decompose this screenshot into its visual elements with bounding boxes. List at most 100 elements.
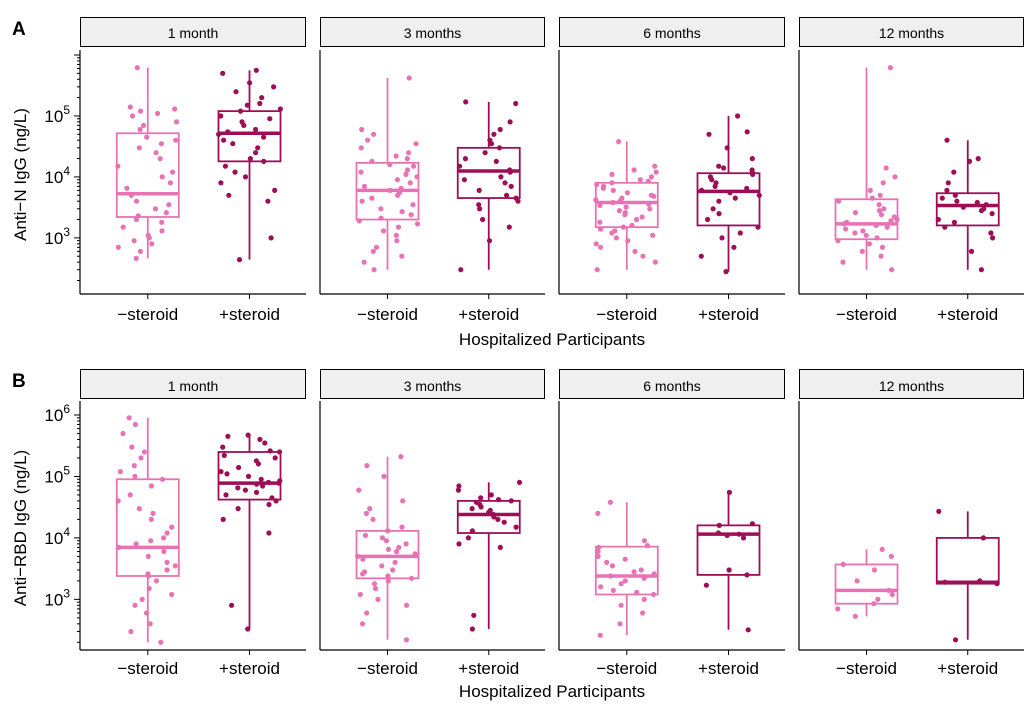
data-point xyxy=(269,495,275,501)
data-point xyxy=(476,187,482,193)
data-point xyxy=(640,253,646,259)
data-point xyxy=(632,248,638,254)
data-point xyxy=(648,174,655,180)
data-point xyxy=(164,530,170,536)
data-point xyxy=(136,506,142,512)
data-point xyxy=(639,214,645,220)
data-point xyxy=(361,259,367,265)
facet-strip xyxy=(320,17,545,47)
data-point xyxy=(362,532,369,539)
data-point xyxy=(593,241,599,247)
data-point xyxy=(703,582,710,588)
data-point xyxy=(385,546,392,553)
data-point xyxy=(148,538,154,544)
data-point xyxy=(883,165,889,171)
data-point xyxy=(371,581,378,587)
data-point xyxy=(841,221,847,227)
data-point xyxy=(225,433,231,439)
data-point xyxy=(395,224,402,230)
data-point xyxy=(715,530,722,536)
data-point xyxy=(277,449,283,455)
data-point xyxy=(371,267,377,273)
x-tick-label: −steroid xyxy=(357,659,418,678)
data-point xyxy=(404,156,410,162)
data-point xyxy=(115,498,121,504)
data-point xyxy=(115,163,121,169)
facet-label: 12 months xyxy=(879,25,944,41)
data-point xyxy=(942,224,948,230)
data-point xyxy=(148,483,154,489)
data-point xyxy=(860,228,866,234)
data-point xyxy=(230,141,236,147)
data-point xyxy=(247,80,253,86)
data-point xyxy=(172,563,178,569)
facet-strip xyxy=(80,369,306,399)
y-axis-title: Anti−RBD IgG (ng/L) xyxy=(11,450,30,606)
data-point xyxy=(874,235,880,241)
data-point xyxy=(170,169,176,175)
facet-strip xyxy=(80,17,306,47)
data-point xyxy=(706,131,712,137)
data-point xyxy=(356,218,362,224)
data-point xyxy=(641,538,648,544)
data-point xyxy=(859,248,865,254)
data-point xyxy=(267,448,273,454)
data-point xyxy=(945,180,951,186)
y-tick-label: 104 xyxy=(44,164,70,187)
data-point xyxy=(393,153,399,159)
data-point xyxy=(129,444,135,450)
data-point xyxy=(884,224,890,230)
data-point xyxy=(381,473,387,479)
data-point xyxy=(840,561,846,568)
data-point xyxy=(889,267,895,273)
data-point xyxy=(408,575,415,581)
data-point xyxy=(641,596,647,603)
data-point xyxy=(172,106,178,112)
data-point xyxy=(406,75,412,81)
data-point xyxy=(936,508,942,514)
data-point xyxy=(146,585,152,592)
data-point xyxy=(225,129,231,135)
data-point xyxy=(173,119,180,125)
data-point xyxy=(886,587,892,594)
panel-A: A Anti−N IgG (ng/L) Hospitalized Participa… xyxy=(11,17,1024,349)
box-iqr xyxy=(834,563,899,605)
y-tick-exponent: 6 xyxy=(63,402,70,416)
data-point xyxy=(220,516,226,523)
box-iqr xyxy=(696,172,761,227)
data-point xyxy=(968,248,975,254)
data-point xyxy=(878,212,885,218)
data-point xyxy=(134,198,140,204)
data-point xyxy=(507,169,513,175)
data-point xyxy=(513,524,519,530)
y-tick-exponent: 3 xyxy=(63,586,70,600)
data-point xyxy=(498,174,504,180)
data-point xyxy=(749,521,756,527)
data-point xyxy=(221,137,227,143)
data-point xyxy=(983,202,989,208)
data-point xyxy=(161,548,167,555)
data-point xyxy=(501,519,507,525)
data-point xyxy=(235,506,241,512)
data-point xyxy=(164,559,170,566)
panel-B: B Anti−RBD IgG (ng/L) Hospitalized Partici… xyxy=(11,369,1024,701)
data-point xyxy=(266,501,272,508)
x-tick-label: −steroid xyxy=(357,305,418,324)
facet-strip xyxy=(799,17,1024,47)
data-point xyxy=(617,621,623,627)
data-point xyxy=(732,195,738,201)
data-point xyxy=(488,492,494,498)
data-point xyxy=(133,255,139,261)
facet-strip xyxy=(320,369,545,399)
data-point xyxy=(497,544,503,551)
y-tick-exponent: 5 xyxy=(63,103,70,117)
data-point xyxy=(236,464,242,471)
data-point xyxy=(266,530,272,536)
data-point xyxy=(398,454,404,460)
data-point xyxy=(610,587,616,594)
data-point xyxy=(455,487,461,493)
data-point xyxy=(385,578,391,584)
data-point xyxy=(873,222,879,228)
data-point xyxy=(740,535,747,541)
facet-4: 12 months −steroid +steroid xyxy=(798,17,1024,324)
